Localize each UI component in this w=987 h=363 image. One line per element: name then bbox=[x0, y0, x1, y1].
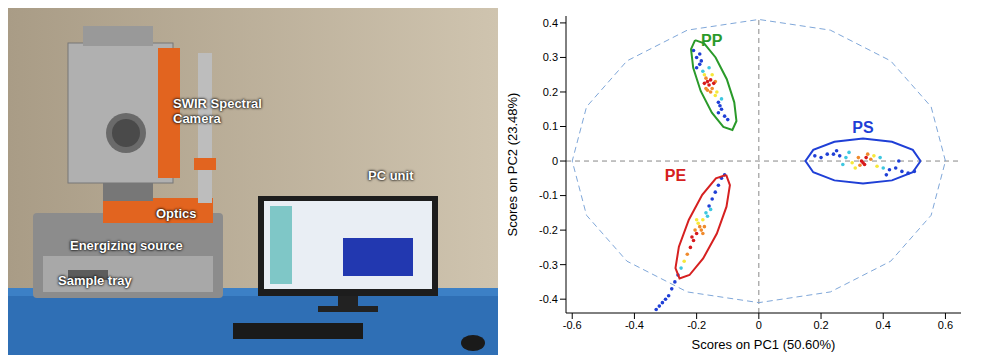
html-text:SWIR Spectral Camera: SWIR Spectral Camera bbox=[173, 96, 262, 126]
svg-text:Scores on PC1 (50.60%): Scores on PC1 (50.60%) bbox=[692, 337, 836, 352]
svg-text:0: 0 bbox=[552, 155, 558, 167]
svg-text:0.4: 0.4 bbox=[876, 319, 891, 331]
svg-text:0.2: 0.2 bbox=[813, 319, 828, 331]
svg-text:-0.4: -0.4 bbox=[625, 319, 644, 331]
svg-text:-0.2: -0.2 bbox=[687, 319, 706, 331]
html-text:Optics: Optics bbox=[156, 206, 197, 221]
svg-text:0.6: 0.6 bbox=[938, 319, 953, 331]
svg-text:-0.1: -0.1 bbox=[539, 189, 558, 201]
svg-text:PE: PE bbox=[665, 167, 687, 184]
svg-text:0.3: 0.3 bbox=[543, 51, 558, 63]
svg-text:0: 0 bbox=[756, 319, 762, 331]
svg-text:-0.2: -0.2 bbox=[539, 224, 558, 236]
html-text:PC unit: PC unit bbox=[368, 168, 414, 183]
svg-text:0.4: 0.4 bbox=[543, 17, 558, 29]
svg-text:0.1: 0.1 bbox=[543, 120, 558, 132]
html-text:Energizing source: Energizing source bbox=[70, 238, 183, 253]
svg-text:PP: PP bbox=[701, 32, 723, 49]
svg-text:Scores on PC2 (23.48%): Scores on PC2 (23.48%) bbox=[505, 93, 520, 237]
svg-text:0.2: 0.2 bbox=[543, 86, 558, 98]
svg-text:PS: PS bbox=[852, 119, 874, 136]
svg-text:-0.3: -0.3 bbox=[539, 259, 558, 271]
svg-text:-0.4: -0.4 bbox=[539, 293, 558, 305]
html-text:Sample tray: Sample tray bbox=[58, 273, 132, 288]
svg-text:-0.6: -0.6 bbox=[563, 319, 582, 331]
